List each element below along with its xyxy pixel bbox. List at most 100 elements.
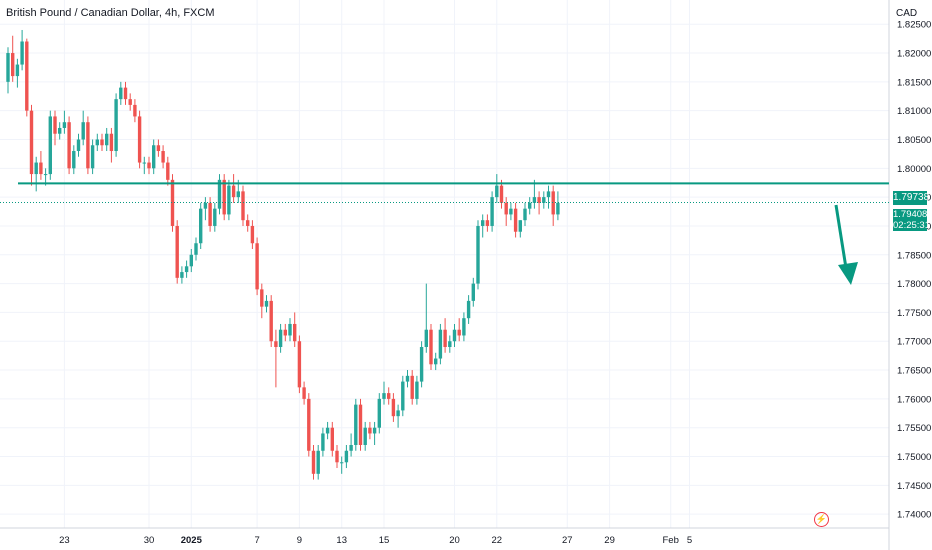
y-tick-label: 1.78000 (897, 279, 931, 290)
grid (0, 0, 889, 528)
candle (518, 220, 522, 238)
candle (100, 133, 104, 152)
candle (523, 202, 527, 226)
candle (387, 387, 391, 405)
candle (293, 312, 297, 348)
candle (283, 323, 287, 342)
price-axis[interactable]: 1.82500 1.82000 1.81500 1.81000 1.80500 1.800… (897, 20, 931, 521)
candle (354, 398, 358, 451)
candle-body (302, 387, 306, 399)
y-tick-label: 1.78500 (897, 250, 931, 261)
candle (546, 185, 551, 209)
candle-body (241, 191, 245, 221)
candle (307, 393, 311, 457)
candle-body (438, 329, 443, 359)
candle-body (443, 329, 447, 348)
candle-body (203, 202, 208, 209)
candle-body (325, 427, 330, 434)
candle-body (39, 162, 43, 175)
candle (34, 156, 38, 192)
candle-body (86, 122, 90, 169)
candle (551, 185, 555, 226)
candle-body (246, 220, 250, 226)
candle-body (250, 225, 255, 244)
candle-body (119, 87, 123, 100)
candle-body (199, 208, 203, 244)
candle (81, 110, 85, 146)
x-tick-label: 22 (492, 535, 503, 546)
candle (15, 58, 20, 88)
candle-body (20, 41, 24, 65)
candle (105, 127, 109, 152)
y-tick-label: 1.77000 (897, 337, 931, 348)
candle (246, 214, 250, 232)
candle (217, 174, 222, 215)
candle-body (391, 398, 396, 417)
candle (6, 47, 10, 94)
candle (528, 197, 532, 215)
candle-body (194, 243, 198, 255)
candle (434, 352, 438, 371)
candle (203, 197, 208, 221)
candle (184, 260, 189, 278)
candle (490, 191, 494, 232)
y-tick-label: 1.75500 (897, 423, 931, 434)
candle-body (396, 410, 400, 417)
candle (405, 370, 410, 388)
candle-body (90, 145, 95, 169)
candle-body (156, 145, 161, 152)
candle-body (415, 381, 419, 399)
candle (11, 35, 15, 82)
candle-body (208, 202, 212, 226)
y-tick-label: 1.74000 (897, 510, 931, 521)
candle-body (481, 220, 485, 226)
candle (72, 145, 76, 175)
candle (25, 38, 29, 117)
candle (401, 375, 405, 417)
candle-body (147, 162, 151, 169)
candle (466, 295, 471, 324)
candle (302, 381, 306, 405)
candle-body (528, 202, 532, 209)
down-arrow-icon (834, 204, 858, 285)
candle-body (349, 444, 353, 451)
candle (29, 104, 34, 186)
candle-body (513, 208, 518, 232)
candle (325, 421, 330, 440)
lightning-bolt-icon[interactable]: ⚡ (814, 512, 829, 527)
candle (166, 156, 170, 186)
time-axis[interactable]: 23 30 2025 7 9 13 15 20 22 27 29 Feb 5 (59, 535, 692, 546)
last-price-label: 1.79408 02:25:31 (893, 209, 930, 231)
candle-body (429, 329, 433, 365)
x-tick-label: 2025 (181, 535, 203, 546)
candle-body (344, 450, 349, 463)
y-tick-label: 1.81000 (897, 106, 931, 117)
x-tick-label: 30 (144, 535, 155, 546)
candle (504, 197, 508, 226)
candle-body (546, 191, 551, 198)
candle-body (11, 53, 15, 77)
candle (119, 81, 123, 105)
candle (288, 318, 292, 342)
candle-body (354, 404, 358, 445)
candle-body (372, 427, 377, 434)
levels[interactable] (0, 182, 889, 203)
candle (39, 151, 43, 180)
candle-body (34, 162, 38, 175)
candle-body (293, 323, 297, 342)
candle-body (67, 122, 71, 169)
candle (133, 99, 137, 123)
candle (372, 421, 377, 445)
y-tick-label: 1.80500 (897, 135, 931, 146)
candle (142, 156, 146, 175)
candle-body (213, 208, 217, 226)
candle-body (537, 197, 541, 203)
candle-body (485, 220, 490, 226)
candle-body (180, 272, 184, 278)
candle (424, 283, 428, 353)
candle-body (15, 64, 20, 77)
y-tick-label: 1.80000 (897, 164, 931, 175)
candle-body (95, 139, 99, 146)
candle (509, 202, 513, 221)
